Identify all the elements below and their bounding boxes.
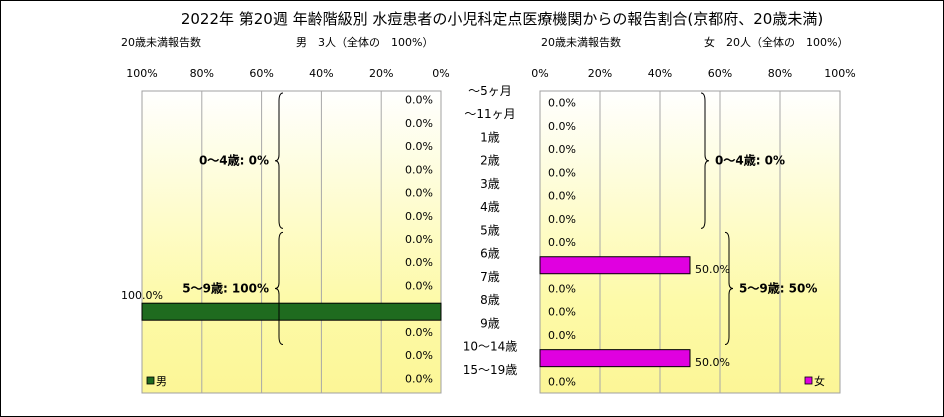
female-data-label: 0.0%	[548, 143, 576, 156]
male-data-label: 0.0%	[405, 163, 433, 176]
female-age-group-bracket	[724, 231, 734, 346]
male-data-labels: 0.0% 0.0% 0.0% 0.0% 0.0% 0.0% 0.0% 0.0% 0.0% 100.…	[121, 94, 433, 386]
female-axis-tick-label: 20%	[588, 67, 612, 80]
female-axis-tick-label: 100%	[824, 67, 855, 80]
category-label: ～11ヶ月	[464, 107, 515, 121]
female-data-label: 0.0%	[548, 306, 576, 319]
female-data-labels: 0.0% 0.0% 0.0% 0.0% 0.0% 0.0% 0.0% 50.0% 0.0% 0.0…	[548, 97, 730, 389]
female-data-label: 0.0%	[548, 213, 576, 226]
male-data-label: 0.0%	[405, 256, 433, 269]
male-data-label: 0.0%	[405, 372, 433, 385]
male-plot-area	[141, 90, 442, 394]
chart-title: 2022年 第20週 年齢階級別 水痘患者の小児科定点医療機関からの報告割合(京…	[181, 10, 823, 28]
male-data-label: 0.0%	[405, 187, 433, 200]
male-axis-tick-label: 80%	[190, 67, 214, 80]
male-legend: 男	[146, 375, 167, 388]
female-axis-tick-label: 60%	[708, 67, 732, 80]
category-label: 9歳	[480, 316, 500, 330]
female-data-label: 0.0%	[548, 375, 576, 388]
category-label: 3歳	[480, 177, 500, 191]
female-axis-tick-label: 0%	[531, 67, 548, 80]
male-data-label: 0.0%	[405, 117, 433, 130]
female-plot-area	[539, 90, 841, 394]
female-bars	[539, 256, 691, 368]
female-legend-label: 女	[814, 374, 825, 388]
male-data-label: 0.0%	[405, 279, 433, 292]
male-bar	[141, 302, 442, 321]
female-data-label: 0.0%	[548, 97, 576, 110]
male-legend-label: 男	[156, 375, 167, 388]
male-axis-tick-label: 20%	[369, 67, 393, 80]
female-age-group-label: 0～4歳: 0%	[715, 153, 785, 168]
male-data-label: 100.0%	[121, 289, 163, 302]
male-axis-ticks: 0% 20% 40% 60% 80% 100%	[126, 67, 449, 80]
female-axis-ticks: 0% 20% 40% 60% 80% 100%	[531, 67, 855, 80]
male-axis-tick-label: 0%	[432, 67, 449, 80]
female-bar	[539, 349, 691, 368]
female-axis-tick-label: 40%	[648, 67, 672, 80]
female-header-summary: 女 20人（全体の 100%）	[704, 35, 848, 49]
female-data-label: 0.0%	[548, 236, 576, 249]
female-data-label: 0.0%	[548, 282, 576, 295]
category-label: 6歳	[480, 247, 500, 261]
female-data-label: 50.0%	[695, 263, 730, 276]
female-legend-swatch	[804, 376, 813, 385]
category-label: 8歳	[480, 293, 500, 307]
female-data-label: 0.0%	[548, 190, 576, 203]
male-age-group-bracket	[274, 231, 284, 346]
male-gridlines	[201, 91, 382, 393]
age-category-labels: ～5ヶ月 ～11ヶ月 1歳 2歳 3歳 4歳 5歳 6歳 7歳 8歳 9歳 10～14歳 15～19歳	[463, 84, 518, 377]
male-header-label: 20歳未満報告数	[121, 36, 201, 49]
male-axis-tick-label: 60%	[249, 67, 273, 80]
male-data-label: 0.0%	[405, 210, 433, 223]
category-label: 7歳	[480, 270, 500, 284]
male-axis-tick-label: 40%	[309, 67, 333, 80]
male-age-group-label: 5～9歳: 100%	[182, 280, 269, 295]
female-age-groups: 0～4歳: 0% 5～9歳: 50%	[700, 92, 817, 346]
male-header-summary: 男 3人（全体の 100%）	[296, 35, 433, 49]
category-label: 1歳	[480, 130, 500, 144]
female-legend: 女	[804, 374, 825, 388]
category-label: 15～19歳	[463, 363, 518, 377]
male-data-label: 0.0%	[405, 94, 433, 107]
male-data-label: 0.0%	[405, 349, 433, 362]
category-label: 10～14歳	[463, 340, 518, 354]
female-gridlines	[599, 91, 781, 393]
male-data-label: 0.0%	[405, 233, 433, 246]
female-axis-tick-label: 80%	[768, 67, 792, 80]
female-data-label: 0.0%	[548, 166, 576, 179]
male-bars	[141, 302, 442, 321]
female-age-group-bracket	[700, 92, 710, 229]
male-data-label: 0.0%	[405, 140, 433, 153]
female-data-label: 50.0%	[695, 356, 730, 369]
female-data-label: 0.0%	[548, 329, 576, 342]
male-age-group-bracket	[274, 92, 284, 229]
female-header-label: 20歳未満報告数	[541, 36, 621, 49]
male-age-groups: 0～4歳: 0% 5～9歳: 100%	[182, 92, 284, 346]
male-age-group-label: 0～4歳: 0%	[199, 153, 269, 168]
female-age-group-label: 5～9歳: 50%	[739, 280, 817, 295]
female-bar	[539, 256, 691, 275]
category-label: 5歳	[480, 223, 500, 237]
category-label: 4歳	[480, 200, 500, 214]
male-data-label: 0.0%	[405, 326, 433, 339]
category-label: ～5ヶ月	[468, 84, 512, 98]
category-label: 2歳	[480, 154, 500, 168]
male-axis-tick-label: 100%	[126, 67, 157, 80]
male-legend-swatch	[146, 376, 155, 385]
female-data-label: 0.0%	[548, 120, 576, 133]
